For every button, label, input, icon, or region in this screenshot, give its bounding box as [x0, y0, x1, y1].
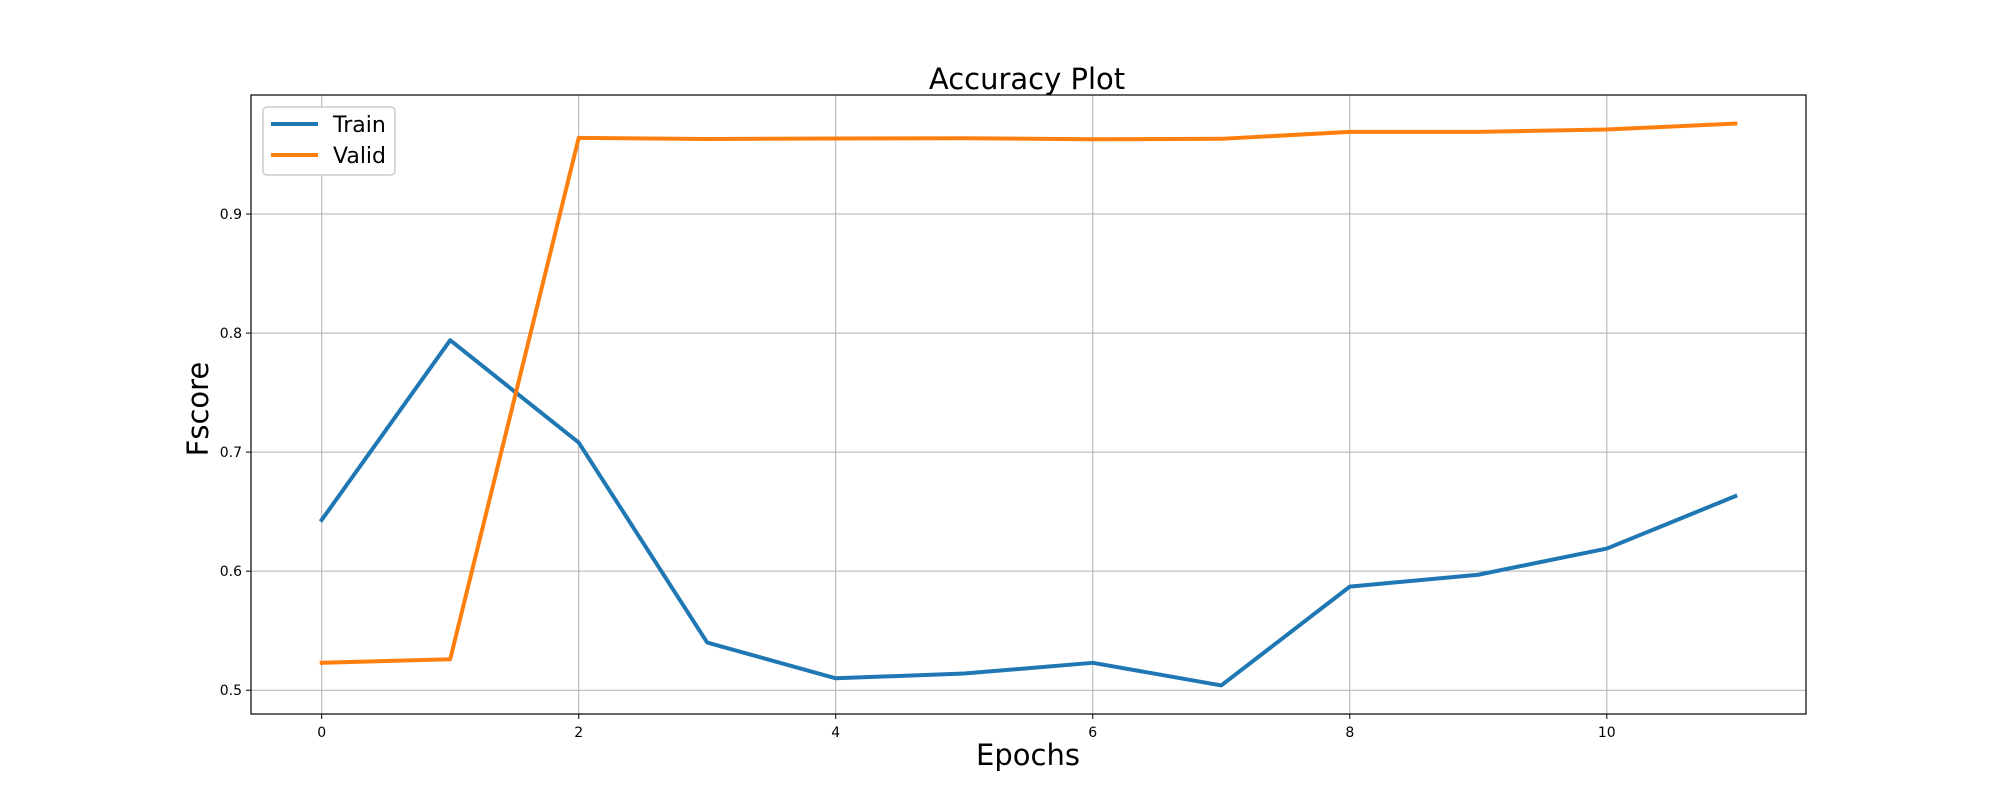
y-tick-label: 0.9: [220, 207, 242, 223]
y-axis-ticks: 0.5 0.6 0.7 0.8 0.9: [220, 207, 251, 699]
y-tick-label: 0.6: [220, 564, 242, 580]
y-tick-label: 0.7: [220, 445, 242, 461]
x-tick-label: 4: [831, 725, 840, 741]
series-lines: [318, 121, 1738, 688]
legend-train-label: Train: [332, 113, 386, 138]
legend: Train Valid: [262, 106, 396, 176]
x-tick-label: 8: [1345, 725, 1354, 741]
x-axis-ticks: 0 2 4 6 8 10: [317, 714, 1616, 741]
y-tick-label: 0.5: [220, 683, 242, 699]
chart-title: Accuracy Plot: [929, 62, 1125, 96]
x-tick-label: 10: [1598, 725, 1616, 741]
y-tick-label: 0.8: [220, 326, 242, 342]
legend-valid-label: Valid: [333, 144, 386, 169]
x-tick-label: 2: [574, 725, 583, 741]
series-line-train: [318, 338, 1738, 688]
x-tick-label: 0: [317, 725, 326, 741]
x-axis-title: Epochs: [976, 738, 1080, 772]
x-tick-label: 6: [1088, 725, 1097, 741]
plot-area: [250, 94, 1807, 715]
series-line-valid: [319, 121, 1738, 665]
plot-frame: [250, 94, 1807, 715]
y-axis-title: Fscore: [181, 362, 215, 457]
grid-lines: [251, 95, 1806, 714]
